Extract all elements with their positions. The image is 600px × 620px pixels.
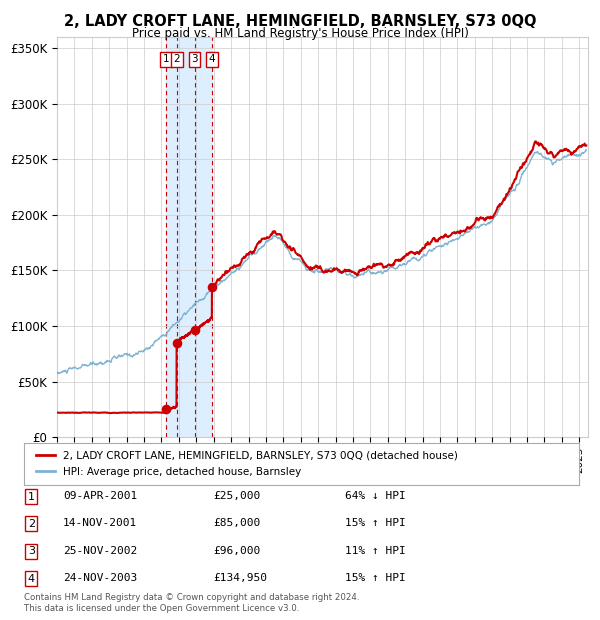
Point	[190, 326, 199, 335]
Text: 15% ↑ HPI: 15% ↑ HPI	[345, 518, 406, 528]
Text: £85,000: £85,000	[213, 518, 260, 528]
Bar	[166, 37, 212, 437]
Text: £25,000: £25,000	[213, 491, 260, 501]
Text: 24-NOV-2003: 24-NOV-2003	[63, 573, 137, 583]
Text: 2, LADY CROFT LANE, HEMINGFIELD, BARNSLEY, S73 0QQ: 2, LADY CROFT LANE, HEMINGFIELD, BARNSLE…	[64, 14, 536, 29]
Text: 1: 1	[28, 492, 35, 502]
Text: 3: 3	[191, 54, 198, 64]
Text: 2: 2	[28, 519, 35, 529]
Point	[172, 338, 181, 348]
Text: £134,950: £134,950	[213, 573, 267, 583]
Text: 25-NOV-2002: 25-NOV-2002	[63, 546, 137, 556]
Text: 15% ↑ HPI: 15% ↑ HPI	[345, 573, 406, 583]
Point	[207, 282, 217, 292]
Text: 11% ↑ HPI: 11% ↑ HPI	[345, 546, 406, 556]
Text: 2: 2	[173, 54, 180, 64]
Point	[161, 404, 171, 414]
Legend: 2, LADY CROFT LANE, HEMINGFIELD, BARNSLEY, S73 0QQ (detached house), HPI: Averag: 2, LADY CROFT LANE, HEMINGFIELD, BARNSLE…	[32, 447, 462, 480]
Text: Contains HM Land Registry data © Crown copyright and database right 2024.
This d: Contains HM Land Registry data © Crown c…	[24, 593, 359, 613]
Text: 14-NOV-2001: 14-NOV-2001	[63, 518, 137, 528]
Text: £96,000: £96,000	[213, 546, 260, 556]
Text: 1: 1	[163, 54, 169, 64]
Text: Price paid vs. HM Land Registry's House Price Index (HPI): Price paid vs. HM Land Registry's House …	[131, 27, 469, 40]
Text: 4: 4	[28, 574, 35, 583]
Text: 64% ↓ HPI: 64% ↓ HPI	[345, 491, 406, 501]
Text: 3: 3	[28, 546, 35, 556]
Text: 09-APR-2001: 09-APR-2001	[63, 491, 137, 501]
Text: 4: 4	[209, 54, 215, 64]
